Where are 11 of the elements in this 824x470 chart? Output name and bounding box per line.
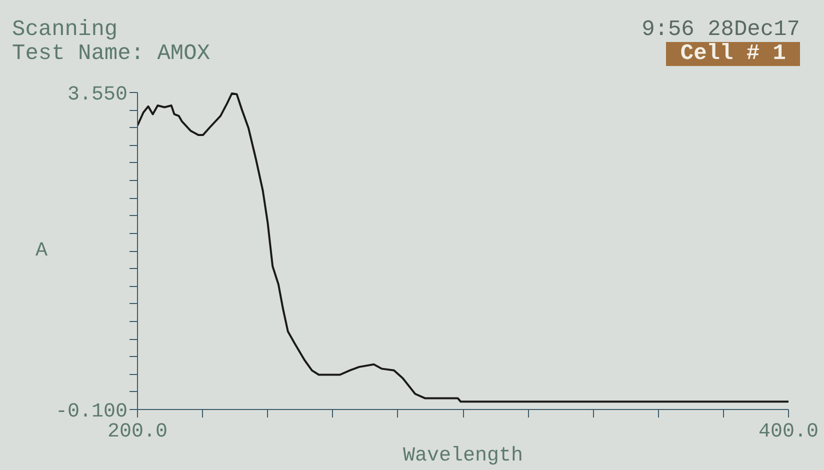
y-tick-label: 3.550 (67, 84, 128, 106)
x-tick-label: 400.0 (758, 420, 819, 444)
line-series (138, 92, 788, 403)
chart-subtitle: Test Name: AMOX (12, 41, 210, 66)
chart-title: Scanning (12, 17, 119, 42)
text: 9:56 28Dec17 (642, 17, 800, 42)
y-axis-title: A (35, 240, 48, 262)
y-tick-label: -0.100 (55, 400, 128, 424)
x-tick-label: 200.0 (107, 420, 168, 444)
text: Cell # 1 (666, 41, 800, 66)
x-axis-title: Wavelength (402, 444, 524, 468)
